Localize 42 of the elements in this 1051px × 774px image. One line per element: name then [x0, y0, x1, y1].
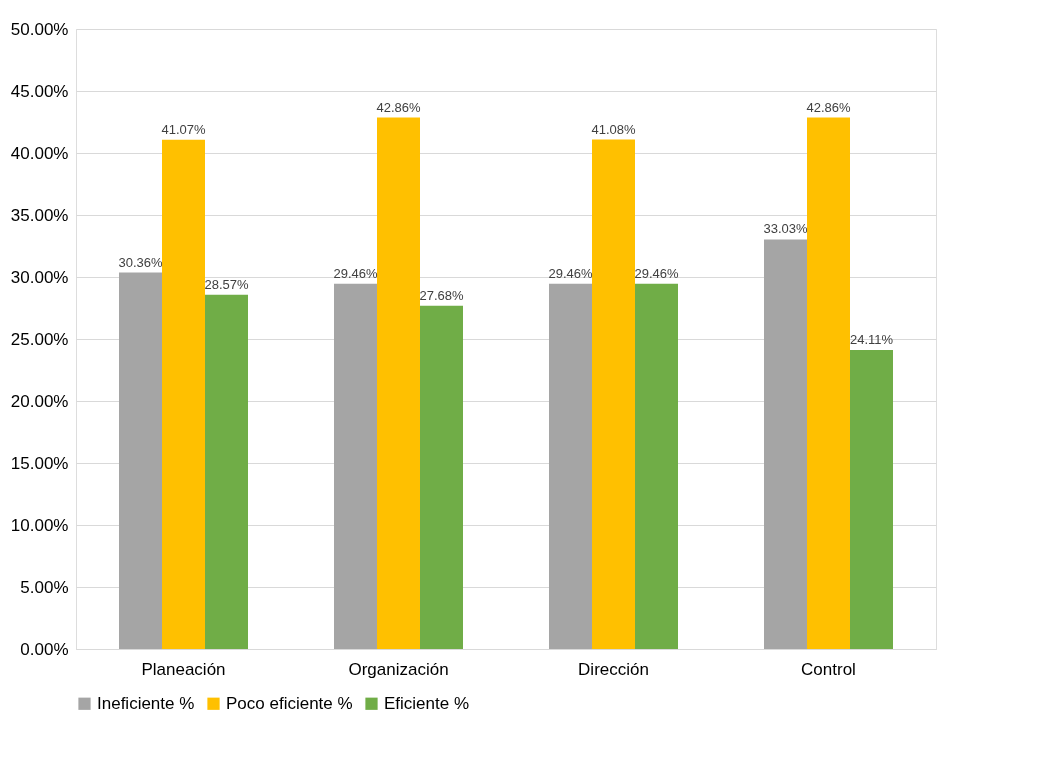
bar	[592, 139, 635, 649]
bar	[635, 283, 678, 649]
y-tick-label: 50.00%	[10, 19, 69, 39]
x-tick-label: Dirección	[578, 659, 649, 679]
bar	[205, 294, 248, 649]
data-label: 41.07%	[161, 121, 206, 137]
bar	[119, 272, 162, 649]
data-label: 28.57%	[204, 276, 249, 292]
y-tick-label: 25.00%	[10, 329, 69, 349]
data-label: 29.46%	[548, 265, 593, 281]
data-label: 30.36%	[118, 254, 163, 270]
legend-label: Poco eficiente %	[226, 693, 353, 713]
data-label: 42.86%	[806, 99, 851, 115]
legend-label: Eficiente %	[384, 693, 470, 713]
y-tick-label: 45.00%	[10, 81, 69, 101]
bar	[549, 283, 592, 649]
bar	[850, 350, 893, 649]
y-tick-label: 20.00%	[10, 391, 69, 411]
y-tick-label: 35.00%	[10, 205, 69, 225]
data-label: 42.86%	[376, 99, 421, 115]
y-tick-label: 40.00%	[10, 143, 69, 163]
y-tick-label: 15.00%	[10, 453, 69, 473]
data-label: 24.11%	[849, 332, 894, 348]
x-tick-label: Control	[801, 659, 856, 679]
bar	[420, 305, 463, 649]
data-label: 27.68%	[419, 287, 464, 303]
bar	[162, 139, 205, 649]
y-tick-label: 30.00%	[10, 267, 69, 287]
data-label: 29.46%	[634, 265, 679, 281]
bar	[807, 117, 850, 649]
bar	[764, 239, 807, 649]
data-label: 29.46%	[333, 265, 378, 281]
y-tick-label: 5.00%	[20, 577, 69, 597]
legend-label: Ineficiente %	[97, 693, 195, 713]
bar	[334, 283, 377, 649]
data-label: 33.03%	[763, 221, 808, 237]
y-tick-label: 0.00%	[20, 639, 69, 659]
x-tick-label: Organización	[348, 659, 449, 679]
x-tick-label: Planeación	[141, 659, 226, 679]
bar	[377, 117, 420, 649]
y-tick-label: 10.00%	[10, 515, 69, 535]
data-label: 41.08%	[591, 121, 636, 137]
